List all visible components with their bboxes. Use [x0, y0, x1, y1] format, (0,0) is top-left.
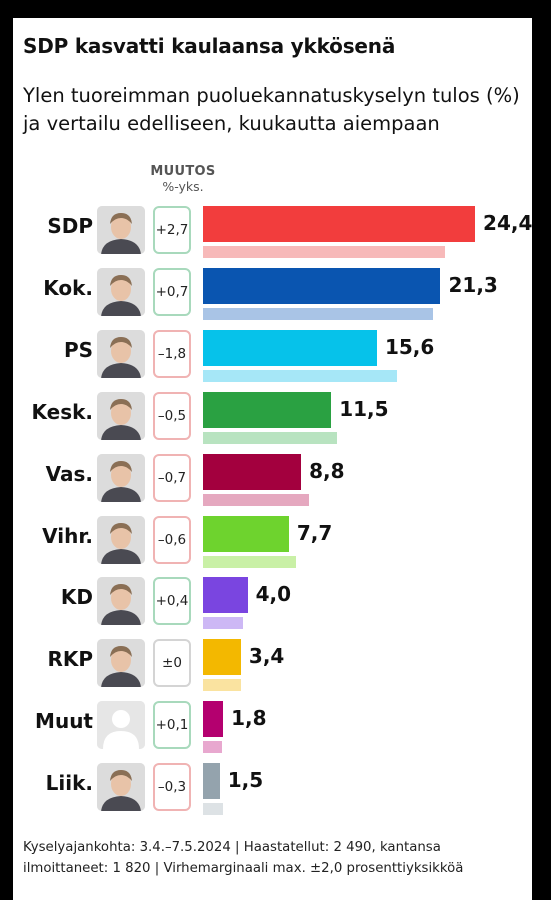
change-badge: –0,6 — [153, 515, 191, 564]
value-label: 1,8 — [231, 706, 267, 731]
chart-title: SDP kasvatti kaulaansa ykkösenä — [23, 34, 396, 58]
party-leader-photo — [97, 763, 145, 812]
change-badge: –0,7 — [153, 453, 191, 502]
bar-previous — [203, 431, 337, 444]
bar-current — [203, 763, 220, 800]
bar-row: Kesk. –0,5 11,5 — [13, 391, 532, 452]
party-label: Vas. — [45, 461, 93, 486]
change-badge: ±0 — [153, 639, 191, 688]
value-label: 4,0 — [255, 582, 292, 607]
value-label: 24,4 — [483, 211, 533, 235]
bar-previous — [203, 555, 296, 568]
change-badge: +0,7 — [153, 267, 191, 316]
bar-current — [203, 577, 248, 614]
party-label: Vihr. — [42, 523, 93, 548]
party-label: Kok. — [43, 275, 93, 300]
chart-card: SDP kasvatti kaulaansa ykkösenä Ylen tuo… — [13, 18, 532, 900]
change-badge: +0,4 — [153, 577, 191, 626]
party-leader-photo — [97, 577, 145, 626]
bar-row: Kok. +0,7 21,3 — [13, 267, 532, 328]
party-leader-photo — [97, 453, 145, 502]
bar-previous — [203, 617, 244, 630]
party-leader-photo — [97, 206, 145, 254]
bar-current — [203, 391, 332, 428]
party-leader-photo — [97, 391, 145, 440]
bar-current — [203, 206, 476, 242]
bar-previous — [203, 493, 309, 506]
bar-previous — [203, 803, 224, 816]
bar-current — [203, 515, 289, 552]
change-badge: –0,5 — [153, 391, 191, 440]
bar-current — [203, 701, 224, 738]
bar-row: Vas. –0,7 8,8 — [13, 453, 532, 514]
party-leader-photo — [97, 267, 145, 316]
bar-current — [203, 267, 441, 304]
bar-current — [203, 329, 377, 366]
bar-row: Liik. –0,3 1,5 — [13, 763, 532, 823]
bar-row: PS –1,8 15,6 — [13, 329, 532, 390]
bar-row: SDP +2,7 24,4 — [13, 206, 532, 266]
change-header-unit: %-yks. — [162, 179, 204, 194]
value-label: 8,8 — [309, 458, 345, 483]
value-label: 1,5 — [227, 768, 264, 793]
value-label: 11,5 — [339, 396, 389, 421]
value-label: 15,6 — [384, 334, 435, 359]
party-label: PS — [63, 337, 93, 362]
change-header-label: MUUTOS — [150, 164, 216, 179]
change-badge: +0,1 — [153, 701, 191, 750]
bar-row: Vihr. –0,6 7,7 — [13, 515, 532, 576]
change-badge: –0,3 — [153, 763, 191, 812]
placeholder-person-icon — [97, 701, 145, 750]
value-label: 3,4 — [248, 644, 285, 669]
bar-previous — [203, 307, 433, 320]
change-badge: –1,8 — [153, 329, 191, 378]
party-label: Liik. — [45, 771, 93, 796]
bar-row: RKP ±0 3,4 — [13, 639, 532, 699]
party-label: SDP — [47, 214, 93, 238]
bar-row: KD +0,4 4,0 — [13, 577, 532, 637]
bar-previous — [203, 246, 445, 258]
party-label: KD — [60, 585, 93, 610]
footnote: Kyselyajankohta: 3.4.–7.5.2024 | Haastat… — [23, 840, 464, 876]
bar-previous — [203, 741, 222, 754]
bar-row: Muut +0,1 1,8 — [13, 701, 532, 761]
change-badge: +2,7 — [153, 206, 191, 254]
bar-current — [203, 639, 241, 676]
bar-previous — [203, 679, 241, 692]
party-leader-photo — [97, 515, 145, 564]
bar-previous — [203, 369, 397, 382]
bar-current — [203, 453, 302, 490]
change-column-header: MUUTOS %-yks. — [137, 164, 229, 194]
value-label: 7,7 — [296, 520, 333, 545]
party-leader-photo — [97, 639, 145, 688]
party-label: Kesk. — [31, 399, 93, 424]
party-label: RKP — [47, 647, 93, 672]
chart-subtitle: Ylen tuoreimman puoluekannatuskyselyn tu… — [23, 84, 520, 135]
party-leader-photo — [97, 329, 145, 378]
value-label: 21,3 — [448, 272, 498, 297]
party-label: Muut — [35, 709, 93, 734]
